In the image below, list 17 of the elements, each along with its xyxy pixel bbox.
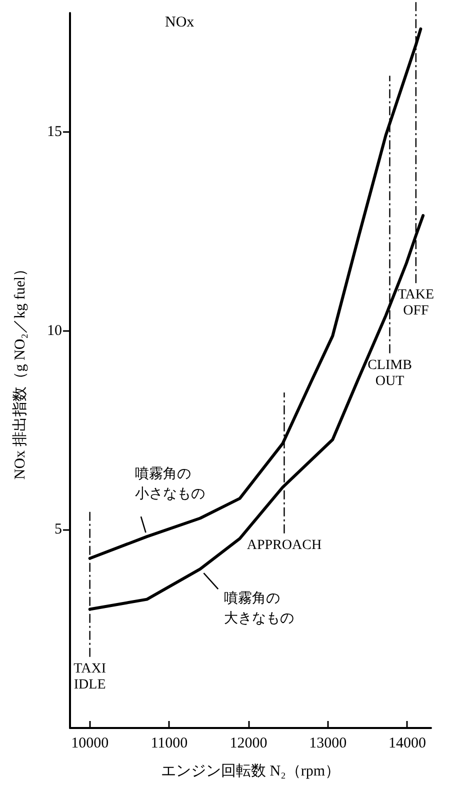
y-tick-label: 5 xyxy=(54,521,62,538)
ref-line-label: TAKE OFF xyxy=(398,288,434,319)
ref-line-label: TAXI IDLE xyxy=(74,661,106,692)
x-axis-title: エンジン回転数 N₂（rpm） xyxy=(161,764,340,780)
x-tick-label: 12000 xyxy=(230,736,268,752)
y-axis-title: NOx 排出指数（g NO₂／kg fuel） xyxy=(12,261,28,480)
series-label: 噴霧角の小さなもの xyxy=(134,466,205,502)
x-tick-label: 10000 xyxy=(71,736,109,752)
x-tick-label: 11000 xyxy=(150,736,188,752)
y-tick-label: 15 xyxy=(47,124,62,140)
ref-line-label: CLIMB OUT xyxy=(368,358,412,389)
chart-title: NOx xyxy=(165,14,195,30)
x-tick-label: 14000 xyxy=(388,736,426,752)
ref-line-label: APPROACH xyxy=(246,538,322,553)
y-tick-label: 10 xyxy=(47,322,62,339)
legend-label: 噴霧角の大きなもの xyxy=(224,590,294,627)
x-tick-label: 13000 xyxy=(309,736,347,752)
